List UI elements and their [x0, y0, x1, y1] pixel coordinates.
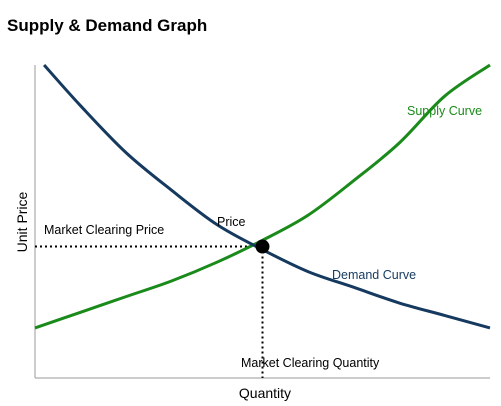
demand-curve-label: Demand Curve	[332, 268, 416, 282]
equilibrium-point	[255, 239, 270, 254]
equilibrium-label: Price	[217, 215, 246, 229]
market-clearing-quantity-label: Market Clearing Quantity	[241, 356, 380, 370]
x-axis-label: Quantity	[239, 385, 291, 401]
y-axis-label: Unit Price	[14, 191, 30, 252]
chart-title: Supply & Demand Graph	[7, 16, 207, 35]
market-clearing-price-label: Market Clearing Price	[44, 223, 164, 237]
supply-curve-label: Supply Curve	[407, 104, 482, 118]
